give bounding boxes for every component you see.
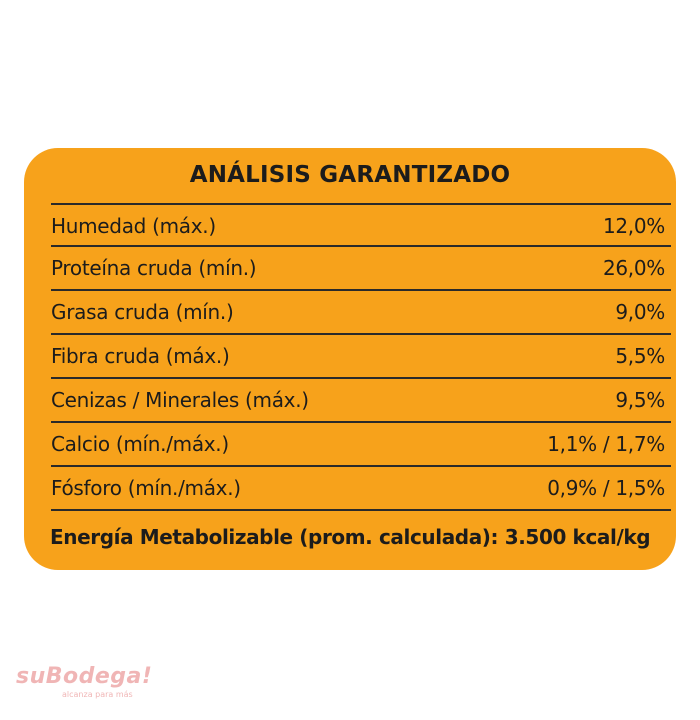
row-value: 9,5% [615,388,665,412]
brand-logo-text: suBodega! [16,664,153,689]
table-row: Humedad (máx.) 12,0% [51,203,671,247]
row-label: Cenizas / Minerales (máx.) [51,388,309,412]
row-value: 26,0% [602,256,665,280]
row-label: Humedad (máx.) [51,214,216,238]
table-row: Fibra cruda (máx.) 5,5% [51,335,671,379]
row-label: Fósforo (mín./máx.) [51,476,241,500]
table-row: Cenizas / Minerales (máx.) 9,5% [51,379,671,423]
table-row: Fósforo (mín./máx.) 0,9% / 1,5% [51,467,671,511]
row-value: 5,5% [615,344,665,368]
table-row: Calcio (mín./máx.) 1,1% / 1,7% [51,423,671,467]
row-value: 0,9% / 1,5% [547,476,665,500]
table-row: Proteína cruda (mín.) 26,0% [51,247,671,291]
row-value: 9,0% [615,300,665,324]
row-label: Calcio (mín./máx.) [51,432,229,456]
brand-watermark: suBodega! alcanza para más [16,664,186,704]
row-value: 12,0% [602,214,665,238]
row-label: Grasa cruda (mín.) [51,300,234,324]
analysis-title: ANÁLISIS GARANTIZADO [189,162,511,188]
table-row: Grasa cruda (mín.) 9,0% [51,291,671,335]
row-value: 1,1% / 1,7% [547,432,665,456]
metabolizable-energy: Energía Metabolizable (prom. calculada):… [50,525,651,549]
guaranteed-analysis-panel: ANÁLISIS GARANTIZADO Humedad (máx.) 12,0… [24,148,676,570]
analysis-table: Humedad (máx.) 12,0% Proteína cruda (mín… [51,203,671,511]
row-label: Fibra cruda (máx.) [51,344,230,368]
row-label: Proteína cruda (mín.) [51,256,257,280]
brand-tagline: alcanza para más [62,690,133,699]
